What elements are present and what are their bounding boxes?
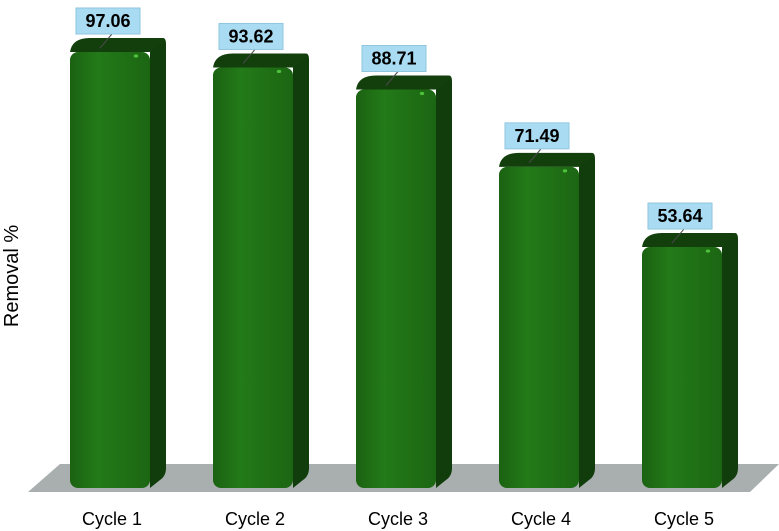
- data-label-text: 97.06: [85, 11, 130, 31]
- y-axis-title: Removal %: [1, 225, 23, 327]
- data-label-text: 88.71: [371, 49, 416, 69]
- data-label-text: 71.49: [514, 126, 559, 146]
- data-label-leader: [671, 228, 685, 244]
- bar-highlight: [276, 69, 282, 74]
- bar-2: [213, 53, 309, 489]
- category-labels: Cycle 1 Cycle 2 Cycle 3 Cycle 4 Cycle 5: [82, 509, 714, 529]
- category-label-1: Cycle 1: [82, 509, 142, 529]
- data-label-3: 88.71: [361, 45, 427, 86]
- data-label-box: [504, 122, 570, 150]
- bar-top: [499, 152, 594, 167]
- bar-3: [356, 75, 452, 488]
- bar-5: [642, 233, 738, 488]
- bar-side: [150, 38, 166, 488]
- bar-top: [70, 38, 165, 52]
- data-label-leader: [242, 49, 256, 64]
- category-label-4: Cycle 4: [511, 509, 571, 529]
- data-label-box: [75, 7, 141, 35]
- bars-layer: 97.06 93.62 88.71 71.49 53.64: [70, 7, 738, 489]
- bar-front: [213, 67, 293, 489]
- data-label-box: [361, 45, 427, 73]
- bar-front: [356, 89, 436, 488]
- bar-highlight: [705, 249, 711, 253]
- bar-side: [293, 53, 309, 489]
- data-label-box: [218, 22, 284, 50]
- bar-side: [579, 152, 595, 488]
- bar-4: [499, 152, 595, 488]
- bar-1: [70, 38, 166, 488]
- bar-side: [436, 75, 452, 488]
- bar-highlight: [419, 91, 425, 96]
- bar-front: [642, 247, 722, 488]
- bar-side: [722, 233, 738, 488]
- data-label-4: 71.49: [504, 122, 570, 164]
- data-label-text: 93.62: [228, 26, 273, 46]
- data-label-leader: [385, 71, 399, 86]
- data-label-leader: [99, 33, 113, 49]
- category-label-5: Cycle 5: [654, 509, 714, 529]
- data-label-text: 53.64: [657, 206, 702, 226]
- data-label-1: 97.06: [75, 7, 141, 49]
- bar-top: [356, 75, 451, 90]
- bar-highlight: [562, 169, 568, 173]
- bar-top: [213, 53, 308, 68]
- category-label-2: Cycle 2: [225, 509, 285, 529]
- data-label-leader: [528, 148, 542, 164]
- bar-highlight: [133, 54, 139, 58]
- category-label-3: Cycle 3: [368, 509, 428, 529]
- data-label-5: 53.64: [647, 202, 713, 244]
- data-label-2: 93.62: [218, 22, 284, 64]
- bar-top: [642, 233, 737, 248]
- bar-front: [70, 52, 150, 488]
- data-label-box: [647, 202, 713, 230]
- bar-front: [499, 166, 579, 488]
